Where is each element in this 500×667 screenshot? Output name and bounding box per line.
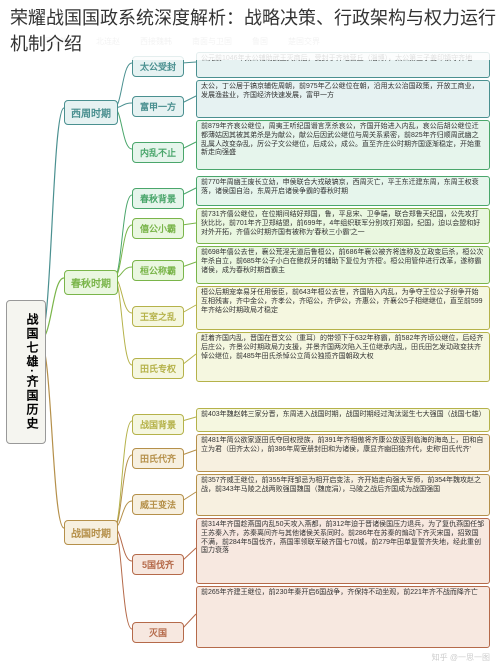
leaf-node: 前481年简公欲家逐田氏夺回权授族，前391年齐相傲将齐康公放逐到临海的海岛上，… xyxy=(196,434,490,472)
l2-node: 灭国 xyxy=(132,622,184,643)
l2-node: 田氏专权 xyxy=(132,358,184,379)
l2-node: 威王变法 xyxy=(132,494,184,515)
l2-node: 桓公称霸 xyxy=(132,260,184,281)
l2-node: 内乱不止 xyxy=(132,142,184,163)
l1-node: 西周时期 xyxy=(64,100,118,125)
l2-node: 王室之乱 xyxy=(132,306,184,327)
l2-node: 僖公小霸 xyxy=(132,218,184,239)
leaf-node: 前403年魏赵韩三家分晋，东周进入战国时期，战国时期经过淘汰诞生七大强国（战国七… xyxy=(196,408,490,432)
leaf-node: 前357齐威王继位，前355年拜邹忌为相开启变法，齐开始走向强大军师，前354年… xyxy=(196,474,490,516)
leaf-node: 前265年齐建王继位，前230年秦开启6国战争，齐保持不动坐观，前221年齐不战… xyxy=(196,586,490,648)
leaf-node: 前731齐僖公继位，在位期间结好郑国，鲁，平息宋、卫争端，联合郑鲁天纪国，公先攻… xyxy=(196,208,490,244)
l1-node: 战国时期 xyxy=(64,520,118,545)
l1-node: 春秋时期 xyxy=(64,270,118,295)
l2-node: 春秋背景 xyxy=(132,188,184,209)
page-title: 荣耀战国国政系统深度解析：战略决策、行政架构与权力运行机制介绍 xyxy=(0,0,500,60)
leaf-node: 前314年齐国趁燕国内乱50天攻入燕都，前312年迫于晋诸侯国压力退兵，为了复仇… xyxy=(196,518,490,584)
l2-node: 田氏代齐 xyxy=(132,448,184,469)
leaf-node: 赶着齐国内乱，晋国在晋文公（重耳）的带领下于632年称霸，前582年齐顷公继位，… xyxy=(196,332,490,382)
l2-node: 5国伐齐 xyxy=(132,554,184,575)
leaf-node: 前879年齐哀公继位，周夷王听纪国谮言烹杀哀公，齐国开始进入内乱，哀公后胡公继位… xyxy=(196,120,490,170)
watermark: 知乎 @一思一图 xyxy=(432,652,490,663)
l2-node: 战国背景 xyxy=(132,414,184,435)
l2-node: 富甲一方 xyxy=(132,96,184,117)
leaf-node: 前698年僖公去世，襄公荒淫无道后鲁桓公，前686年襄公被齐将连称及立政变后杀，… xyxy=(196,246,490,284)
root-node: 战国七雄·齐国历史 xyxy=(6,300,46,444)
leaf-node: 桓公后期宠幸易牙任用佞臣，前643年桓公去世，齐国陷入内乱，为争夺王位公子纷争开… xyxy=(196,286,490,330)
leaf-node: 前770年周幽王废长立幼，申侯联合大戎破镐京，西周灭亡，平王东迁建东周，东周王权… xyxy=(196,176,490,206)
leaf-node: 太公，丁公居于镐京辅佐周朝，前975年乙公继位在朝，沿用太公治国政策，开放工商业… xyxy=(196,80,490,118)
